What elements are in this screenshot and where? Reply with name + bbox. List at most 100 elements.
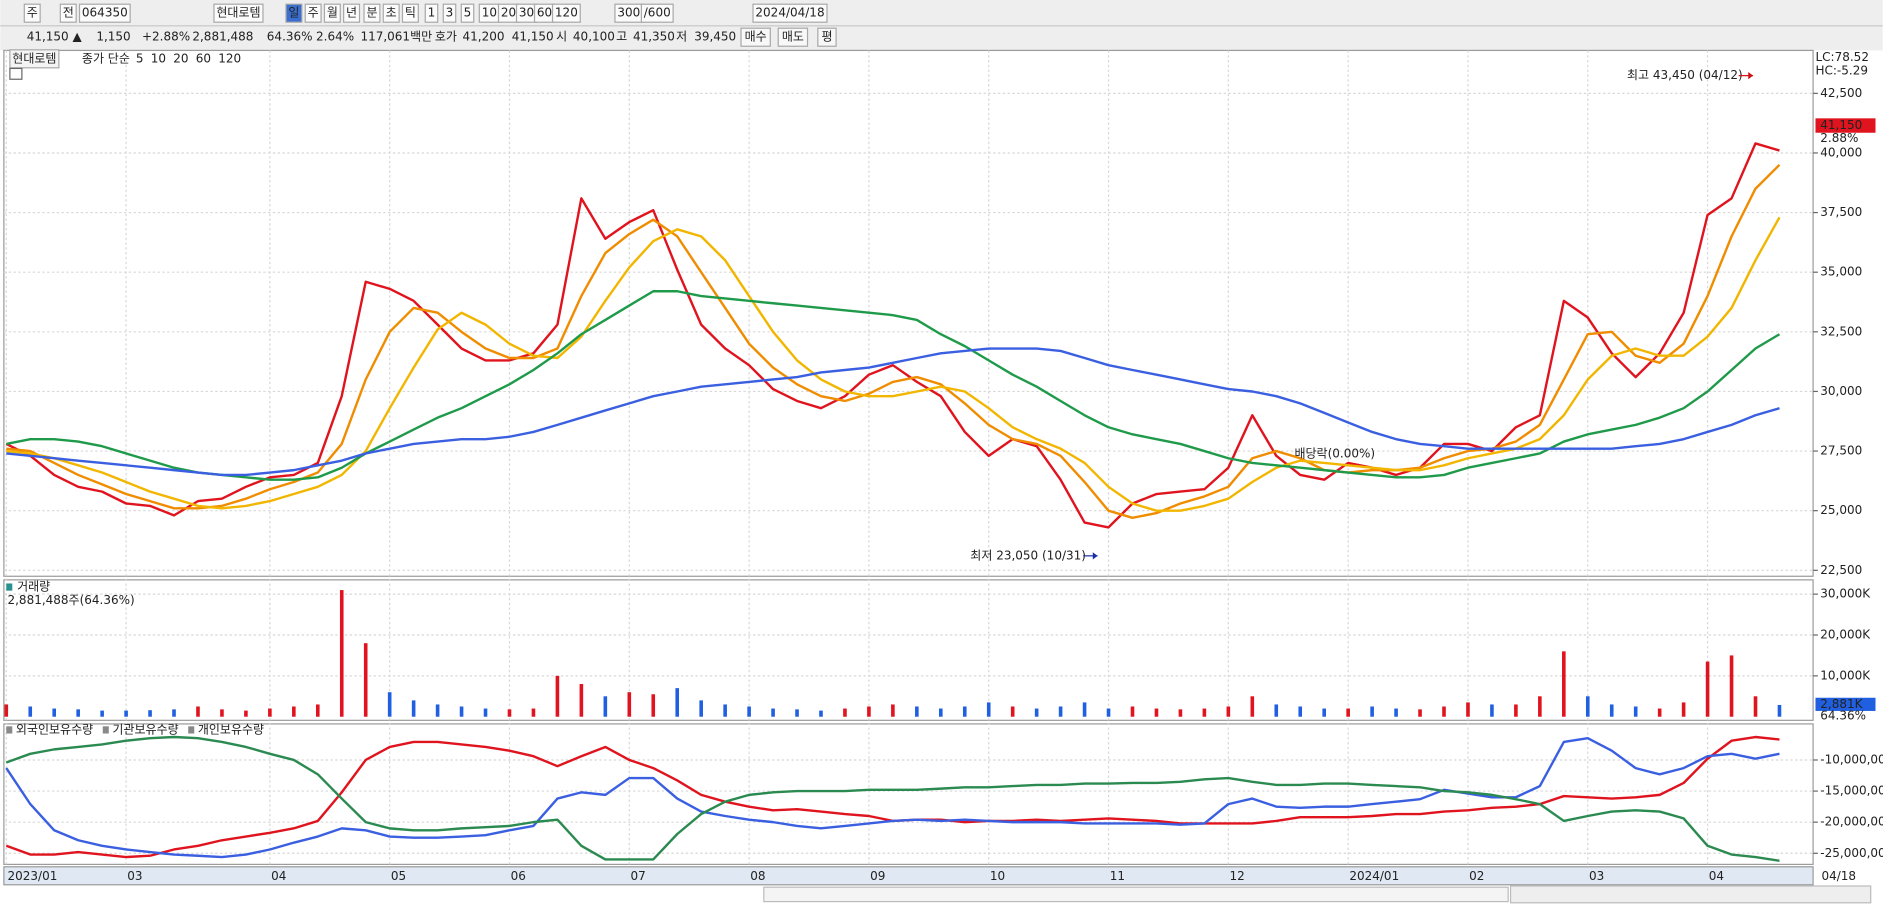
toolbar-item[interactable]: 5 bbox=[464, 6, 472, 20]
legend-swatch bbox=[188, 726, 195, 734]
panel-subtitle: 2,881,488주(64.36%) bbox=[7, 593, 134, 607]
volume-bar bbox=[1633, 706, 1638, 717]
button-frame bbox=[304, 3, 322, 23]
legend-entry[interactable]: 10 bbox=[151, 51, 166, 65]
volume-tag bbox=[1815, 697, 1876, 711]
legend-entry[interactable]: 5 bbox=[136, 51, 144, 65]
volume-bar bbox=[1538, 696, 1542, 717]
volume-bar bbox=[1082, 702, 1087, 717]
legend-entry[interactable]: 외국인보유수량 bbox=[16, 722, 93, 736]
volume-bar bbox=[507, 709, 512, 717]
toolbar-item[interactable]: 30 bbox=[519, 6, 534, 20]
chart-title: 현대로템 bbox=[12, 51, 56, 65]
volume-bar bbox=[411, 700, 416, 717]
volume-bar bbox=[124, 710, 128, 717]
volume-bar bbox=[1346, 708, 1350, 717]
toolbar-item[interactable]: 3 bbox=[446, 6, 454, 20]
volume-bar bbox=[1226, 706, 1231, 717]
button-frame bbox=[78, 3, 131, 23]
toolbar-item[interactable]: 주 bbox=[27, 6, 38, 20]
y-tick-label: 30,000K bbox=[1820, 587, 1871, 601]
legend-entry[interactable]: 개인보유수량 bbox=[198, 722, 264, 736]
quote-item: 2,881,488 bbox=[192, 30, 253, 44]
y-tick-label: -25,000,000 bbox=[1820, 846, 1883, 860]
x-tick-label: 05 bbox=[391, 869, 406, 883]
toolbar-item[interactable]: 300 bbox=[617, 6, 640, 20]
volume-bar bbox=[1154, 708, 1159, 717]
toolbar-item[interactable]: /600 bbox=[644, 6, 671, 20]
volume-bar bbox=[1370, 706, 1374, 717]
volume-bar bbox=[1681, 702, 1686, 717]
series-line bbox=[5, 735, 1780, 862]
scroll-controls[interactable] bbox=[1509, 885, 1872, 904]
legend-entry[interactable]: 기관보유수량 bbox=[112, 722, 178, 736]
volume-bar bbox=[1130, 706, 1135, 717]
volume-bar bbox=[819, 710, 823, 717]
toolbar-item[interactable]: 현대로템 bbox=[216, 6, 260, 20]
volume-bar bbox=[52, 708, 57, 717]
legend-swatch bbox=[102, 726, 109, 734]
y-tick-label: 40,000 bbox=[1820, 145, 1862, 159]
legend-entry[interactable]: 60 bbox=[196, 51, 211, 65]
toolbar-item[interactable]: 064350 bbox=[82, 6, 128, 20]
toolbar-item[interactable]: 년 bbox=[346, 6, 357, 20]
button-frame bbox=[442, 3, 457, 23]
scrollbar[interactable] bbox=[763, 886, 1509, 903]
volume-panel bbox=[3, 579, 1814, 721]
quote-item[interactable]: 매도 bbox=[782, 30, 804, 44]
button-frame bbox=[323, 3, 341, 23]
x-tick-label: 03 bbox=[1589, 869, 1604, 883]
x-tick-label: 04 bbox=[1709, 869, 1724, 883]
quote-item[interactable]: 평 bbox=[821, 30, 832, 44]
legend-entry[interactable]: 20 bbox=[173, 51, 188, 65]
toolbar-item[interactable]: 틱 bbox=[405, 6, 416, 20]
legend-entry[interactable]: 120 bbox=[218, 51, 241, 65]
volume-bar bbox=[843, 708, 847, 717]
volume-bar bbox=[339, 590, 344, 717]
button-frame bbox=[817, 27, 837, 47]
toolbar-item[interactable]: 일 bbox=[288, 6, 299, 20]
hc-label: HC:-5.29 bbox=[1815, 63, 1868, 77]
button-frame bbox=[752, 3, 828, 23]
y-tick-label: 37,500 bbox=[1820, 205, 1862, 219]
toolbar-item[interactable]: 120 bbox=[555, 6, 578, 20]
toolbar-item[interactable]: 60 bbox=[537, 6, 552, 20]
toolbar-item[interactable]: 1 bbox=[428, 6, 436, 20]
toolbar-item[interactable]: 초 bbox=[386, 6, 397, 20]
volume-bar bbox=[459, 706, 464, 717]
volume-tag-label: 2,881K bbox=[1820, 697, 1863, 711]
volume-bar bbox=[1106, 708, 1111, 717]
quote-item[interactable]: 매수 bbox=[745, 30, 767, 44]
button-frame bbox=[59, 3, 77, 23]
y-tick-label: 32,500 bbox=[1820, 324, 1862, 338]
volume-bar bbox=[531, 708, 536, 717]
volume-bar bbox=[387, 692, 392, 717]
y-tick-label: 25,000 bbox=[1820, 503, 1862, 517]
volume-bar bbox=[363, 643, 368, 717]
x-tick-label: 11 bbox=[1110, 869, 1125, 883]
quote-item: 40,100 bbox=[573, 30, 615, 44]
price-tag-label: 41,150 bbox=[1820, 118, 1862, 132]
annotation-arrow-head bbox=[1092, 552, 1098, 560]
button-frame bbox=[382, 3, 400, 23]
y-tick-label: -15,000,000 bbox=[1820, 784, 1883, 798]
volume-bar bbox=[555, 675, 560, 717]
quote-item: 41,150 bbox=[512, 30, 554, 44]
volume-bar bbox=[1705, 661, 1710, 717]
toolbar-item[interactable]: 20 bbox=[501, 6, 516, 20]
toolbar-item[interactable]: 월 bbox=[327, 6, 338, 20]
toolbar-item[interactable]: 10 bbox=[482, 6, 497, 20]
toolbar-item[interactable]: 전 bbox=[63, 6, 74, 20]
holdings-panel bbox=[3, 723, 1814, 865]
toolbar-item[interactable]: 주 bbox=[308, 6, 319, 20]
volume-bar bbox=[1298, 706, 1303, 717]
y-tick-label: -20,000,000 bbox=[1820, 815, 1883, 829]
toolbar-item[interactable]: 2024/04/18 bbox=[755, 6, 824, 20]
y-tick-label: 20,000K bbox=[1820, 628, 1871, 642]
toolbar-item[interactable]: 분 bbox=[366, 6, 377, 20]
volume-bar bbox=[1490, 704, 1494, 717]
volume-bar bbox=[220, 709, 224, 717]
button-frame bbox=[424, 3, 439, 23]
